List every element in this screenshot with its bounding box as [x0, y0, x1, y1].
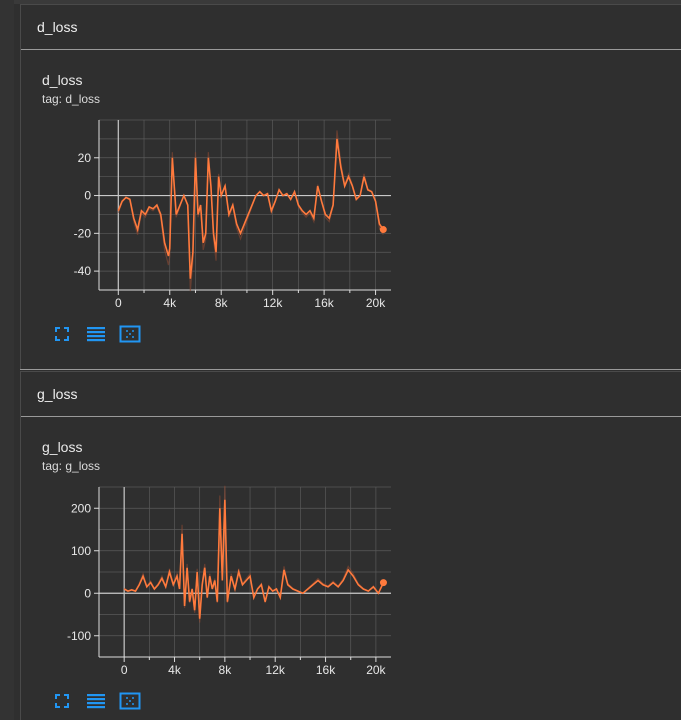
y-tick-label: 20	[78, 151, 92, 165]
series-last-point[interactable]	[379, 579, 387, 587]
fit-domain-icon	[119, 325, 141, 343]
card-tag-g-loss: tag: g_loss	[42, 459, 101, 473]
series-line	[117, 138, 384, 279]
divider-d-loss	[20, 369, 681, 370]
series-last-point[interactable]	[379, 226, 387, 234]
x-tick-label: 0	[115, 296, 122, 310]
section-header-d-loss[interactable]: d_loss	[21, 4, 681, 50]
x-tick-label: 8k	[215, 296, 229, 310]
fullscreen-icon	[55, 694, 69, 708]
series-line	[123, 499, 385, 619]
grid	[99, 119, 391, 291]
section-d-loss: d_loss d_loss tag: d_loss 0 4k 8k 12k 16k 20k…	[20, 4, 681, 370]
chart-g-loss[interactable]: 0 4k 8k 12k 16k 20k -100 0 100 200	[49, 479, 409, 694]
toolbar-d-loss	[51, 324, 141, 344]
data-list-button[interactable]	[85, 691, 107, 711]
fit-domain-button[interactable]	[119, 324, 141, 344]
card-tag-d-loss: tag: d_loss	[42, 92, 101, 106]
data-list-icon	[87, 327, 105, 342]
chart-d-loss[interactable]: 0 4k 8k 12k 16k 20k -40 -20 0 20	[49, 112, 409, 327]
card-title-g-loss: g_loss	[42, 439, 83, 455]
left-strip	[0, 0, 14, 720]
y-tick-label: 0	[84, 189, 91, 203]
y-tick-label: -20	[74, 226, 92, 240]
y-tick-label: 100	[71, 544, 91, 558]
section-g-loss: g_loss g_loss tag: g_loss 0 4k 8k 12k 16k 20k…	[20, 371, 681, 720]
x-tick-label: 4k	[163, 296, 177, 310]
x-tick-label: 20k	[366, 296, 386, 310]
fit-domain-button[interactable]	[119, 691, 141, 711]
x-tick-label: 12k	[263, 296, 283, 310]
top-strip	[0, 0, 681, 4]
x-tick-label: 0	[121, 663, 128, 677]
section-header-g-loss[interactable]: g_loss	[21, 371, 681, 417]
toolbar-g-loss	[51, 691, 141, 711]
fullscreen-icon	[55, 327, 69, 341]
fullscreen-button[interactable]	[51, 324, 73, 344]
y-tick-label: 0	[84, 586, 91, 600]
fullscreen-button[interactable]	[51, 691, 73, 711]
y-tick-label: -40	[74, 264, 92, 278]
y-tick-label: 200	[71, 501, 91, 515]
data-list-button[interactable]	[85, 324, 107, 344]
y-tick-label: -100	[67, 629, 91, 643]
fit-domain-icon	[119, 692, 141, 710]
card-title-d-loss: d_loss	[42, 72, 83, 88]
x-tick-label: 20k	[366, 663, 386, 677]
x-tick-label: 12k	[266, 663, 286, 677]
x-tick-label: 16k	[316, 663, 336, 677]
series-raw-line	[123, 485, 385, 623]
x-tick-label: 8k	[219, 663, 233, 677]
series-raw-line	[117, 130, 384, 292]
data-list-icon	[87, 694, 105, 709]
x-tick-label: 4k	[168, 663, 182, 677]
x-tick-label: 16k	[314, 296, 334, 310]
